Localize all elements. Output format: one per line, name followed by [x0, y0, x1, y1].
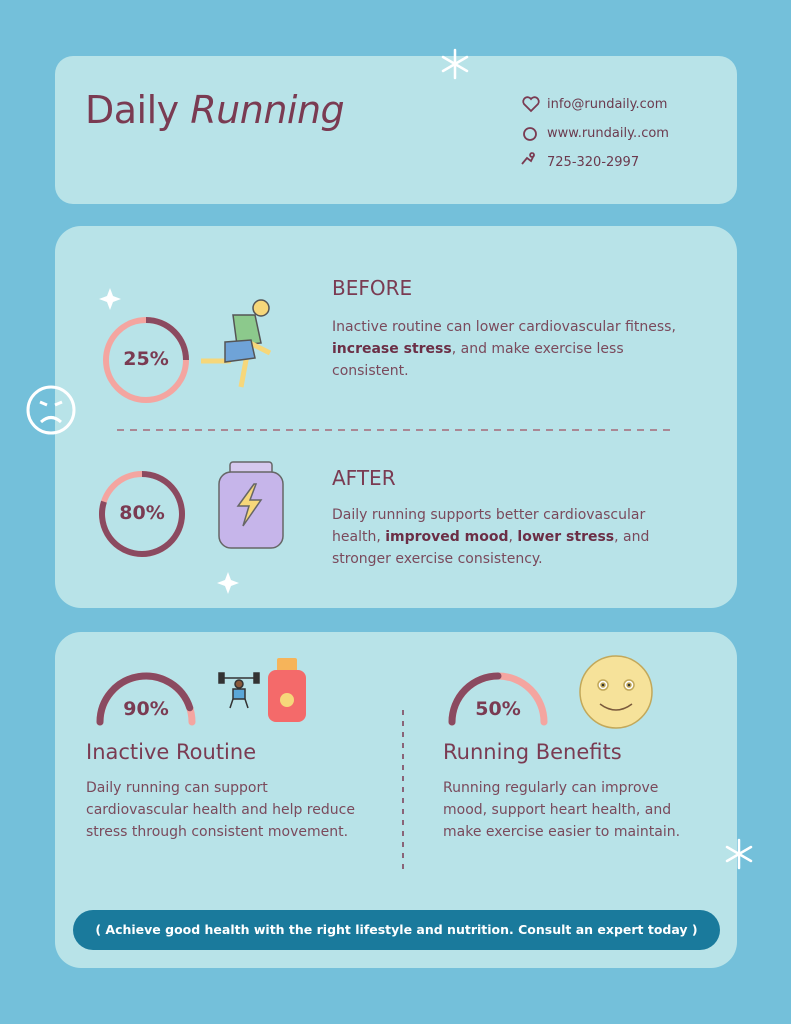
text: increase stress	[332, 341, 452, 357]
benefits-panel	[55, 632, 737, 968]
title-word: Daily	[85, 88, 179, 132]
text: lower stress	[517, 529, 615, 545]
heading: BEFORE	[332, 276, 413, 300]
title: Daily Running	[85, 88, 345, 132]
percent-label: 25%	[123, 348, 169, 370]
text: Inactive routine can lower cardiovascula…	[332, 319, 676, 335]
text: , and make exercise less consistent.	[332, 341, 624, 379]
runner-icon	[201, 299, 272, 388]
text: , and stronger exercise consistency.	[332, 529, 650, 567]
lifter-icon	[218, 672, 260, 709]
ring-arc	[99, 471, 185, 557]
gauge-arc	[448, 672, 502, 726]
sad-face	[26, 385, 76, 435]
gauge-arc	[96, 672, 194, 726]
sunscreen-icon	[268, 658, 306, 722]
sparkle	[99, 288, 239, 594]
ring-arc	[145, 317, 189, 361]
percent-label: 90%	[123, 698, 169, 720]
percent-label: 50%	[475, 698, 521, 720]
text: improved mood	[385, 529, 509, 545]
footer-text: ( Achieve good health with the right lif…	[95, 922, 698, 937]
smiley-icon	[579, 655, 653, 729]
paragraph: Running regularly can improve mood, supp…	[443, 780, 681, 840]
jar-icon	[218, 461, 284, 549]
footer-banner	[73, 910, 720, 950]
snowflake	[441, 48, 753, 870]
heading: Inactive Routine	[86, 740, 257, 764]
percent-label: 80%	[119, 502, 165, 524]
contact: 725-320-2997	[547, 155, 640, 170]
heading: Running Benefits	[443, 740, 622, 764]
header-panel	[55, 56, 737, 204]
contact: www.rundaily..com	[547, 126, 669, 141]
text: Daily running supports better cardiovasc…	[332, 507, 646, 545]
paragraph: Daily running supports better cardiovasc…	[332, 504, 672, 570]
contact-icons	[521, 96, 540, 165]
paragraph: Daily running can support cardiovascular…	[86, 780, 355, 840]
heading: AFTER	[332, 466, 396, 490]
contact: info@rundaily.com	[547, 97, 668, 112]
title-word: Running	[190, 88, 345, 132]
text: ,	[508, 529, 518, 545]
paragraph: Inactive routine can lower cardiovascula…	[332, 316, 692, 382]
